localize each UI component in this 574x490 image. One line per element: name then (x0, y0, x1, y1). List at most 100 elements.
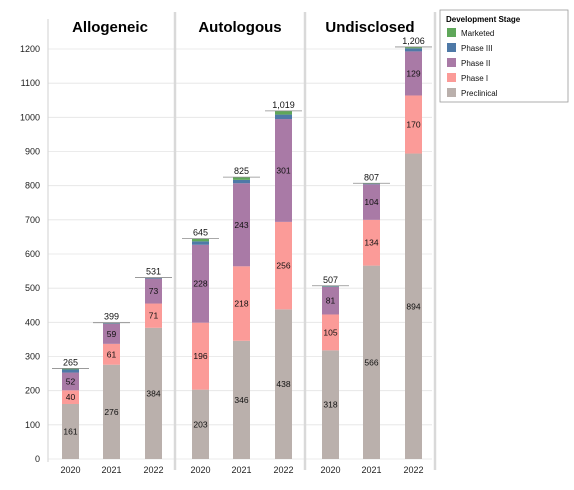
data-label: 61 (107, 349, 117, 359)
panels: Allogeneic Autologous Undisclosed (72, 12, 437, 470)
y-tick-label: 300 (25, 352, 40, 362)
y-tick-label: 800 (25, 181, 40, 191)
data-label: 104 (364, 197, 378, 207)
bar-segment-phase-i (405, 95, 422, 154)
bar-segment-marketed (62, 368, 79, 370)
bar-segment-preclinical (363, 265, 380, 459)
total-label: 1,206 (402, 36, 425, 46)
bar-segment-phase-iii (192, 241, 209, 245)
bar-segment-phase-iii (322, 286, 339, 287)
x-tick-label: 2021 (231, 465, 251, 475)
data-label: 218 (234, 299, 248, 309)
bar-segment-preclinical (322, 350, 339, 459)
x-tick-label: 2021 (101, 465, 121, 475)
total-label: 1,019 (272, 100, 295, 110)
bar-segment-phase-ii (275, 119, 292, 222)
x-tick-label: 2022 (403, 465, 423, 475)
bar-segment-phase-i (103, 343, 120, 365)
x-tick-label: 2021 (361, 465, 381, 475)
panel-title: Undisclosed (325, 19, 414, 36)
y-tick-label: 1000 (20, 112, 40, 122)
y-tick-label: 200 (25, 386, 40, 396)
y-tick-label: 1100 (21, 78, 40, 88)
total-label: 825 (234, 166, 249, 176)
total-label: 531 (146, 267, 161, 277)
y-axis: 0 100 200 300 400 500 600 700 800 900 1000 1100 1200 (20, 19, 49, 464)
bar-segment-preclinical (275, 309, 292, 459)
data-label: 438 (276, 379, 290, 389)
data-label: 301 (276, 165, 290, 175)
y-tick-label: 500 (25, 283, 40, 293)
legend-box (439, 9, 569, 103)
bars: 161 40 52 265 2020 276 61 59 399 2021 384 71 73 531 20… (52, 36, 432, 475)
x-tick-label: 2022 (273, 465, 293, 475)
total-label: 265 (63, 357, 78, 367)
bar-segment-phase-i (145, 303, 162, 328)
bar-segment-phase-ii (192, 244, 209, 323)
bar-segment-phase-ii (233, 183, 250, 267)
legend-label: Phase III (461, 44, 493, 53)
data-label: 228 (193, 279, 207, 289)
bar-segment-phase-ii (363, 184, 380, 220)
data-label: 134 (364, 238, 378, 248)
bar-segment-phase-i (322, 314, 339, 351)
bar-segment-phase-ii (322, 286, 339, 315)
total-label: 807 (364, 172, 379, 182)
data-label: 40 (66, 392, 76, 402)
data-label: 129 (406, 68, 420, 78)
y-tick-label: 1200 (20, 44, 40, 54)
data-label: 161 (63, 426, 77, 436)
data-label: 276 (104, 407, 118, 417)
bar-segment-preclinical (192, 389, 209, 459)
y-tick-label: 400 (25, 317, 40, 327)
legend-swatch-phase-ii (447, 58, 456, 67)
data-label: 256 (276, 261, 290, 271)
bar-segment-phase-iii (405, 48, 422, 52)
total-label: 645 (193, 228, 208, 238)
bar-segment-phase-i (233, 266, 250, 341)
legend-swatch-phase-i (447, 73, 456, 82)
data-label: 71 (149, 311, 159, 321)
legend-title: Development Stage (446, 15, 521, 24)
total-label: 507 (323, 275, 338, 285)
legend-swatch-phase-iii (447, 43, 456, 52)
panel-title: Autologous (198, 19, 281, 36)
legend-swatch-preclinical (447, 88, 456, 97)
data-label: 203 (193, 419, 207, 429)
bar-segment-phase-i (62, 390, 79, 404)
bar-segment-preclinical (62, 403, 79, 459)
legend-label: Phase I (461, 74, 488, 83)
x-tick-label: 2022 (143, 465, 163, 475)
bar-segment-phase-iii (62, 369, 79, 373)
data-label: 73 (149, 286, 159, 296)
legend-swatch-marketed (447, 28, 456, 37)
bar-segment-preclinical (145, 327, 162, 459)
bar-segment-marketed (192, 238, 209, 242)
data-label: 52 (66, 376, 76, 386)
y-tick-label: 900 (25, 147, 40, 157)
bar-segment-preclinical (103, 364, 120, 459)
data-label: 318 (323, 400, 337, 410)
bar-segment-marketed (233, 177, 250, 180)
bar-segment-phase-iii (275, 114, 292, 120)
bar-segment-marketed (275, 110, 292, 115)
legend-label: Marketed (461, 29, 494, 38)
bar-segment-phase-ii (103, 323, 120, 344)
bar-segment-phase-i (275, 221, 292, 310)
data-label: 384 (146, 388, 160, 398)
bar-segment-marketed (405, 46, 422, 49)
bar-segment-phase-iii (363, 183, 380, 185)
data-label: 81 (326, 296, 336, 306)
total-label: 399 (104, 312, 119, 322)
bar-segment-phase-iii (145, 277, 162, 279)
data-label: 59 (107, 329, 117, 339)
data-label: 566 (364, 357, 378, 367)
y-tick-label: 600 (25, 249, 40, 259)
data-label: 170 (406, 120, 420, 130)
x-tick-label: 2020 (60, 465, 80, 475)
x-tick-label: 2020 (320, 465, 340, 475)
data-label: 346 (234, 395, 248, 405)
y-tick-label: 100 (25, 420, 40, 430)
bar-segment-phase-i (192, 322, 209, 390)
